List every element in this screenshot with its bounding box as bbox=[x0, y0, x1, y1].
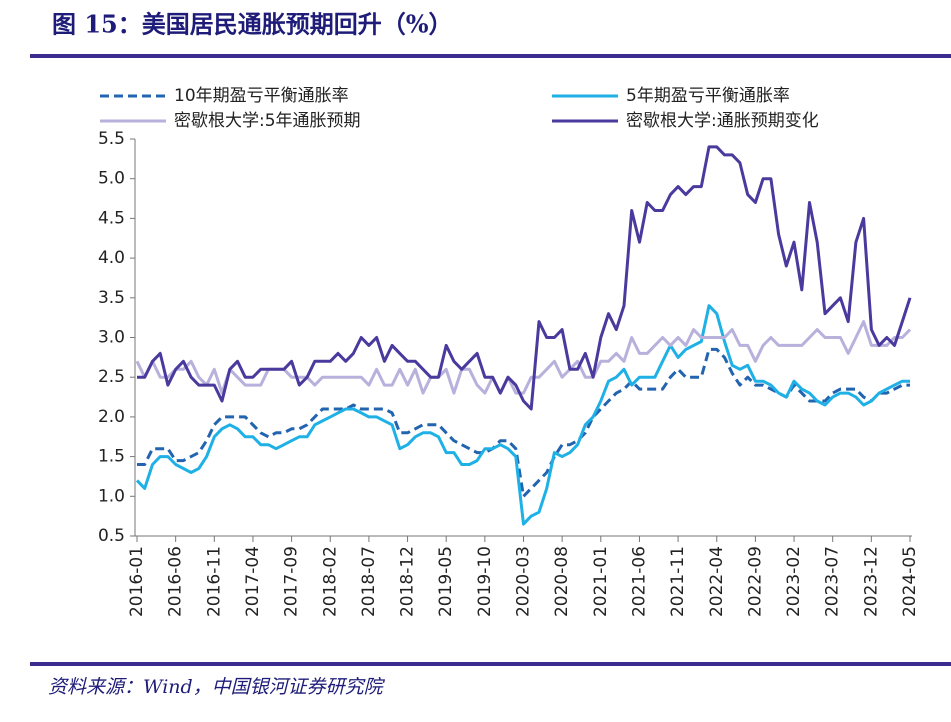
y-tick-label: 3.0 bbox=[98, 328, 125, 348]
y-tick-label: 0.5 bbox=[98, 526, 125, 546]
y-tick-label: 3.5 bbox=[98, 288, 125, 308]
x-tick-label: 2021-01 bbox=[591, 546, 611, 617]
x-tick-label: 2024-05 bbox=[900, 546, 920, 617]
y-tick-label: 2.5 bbox=[98, 367, 125, 387]
y-tick-label: 2.0 bbox=[98, 407, 125, 427]
x-tick-label: 2023-02 bbox=[784, 546, 804, 617]
x-tick-label: 2018-07 bbox=[359, 546, 379, 617]
x-tick-label: 2022-09 bbox=[745, 546, 765, 617]
legend-label: 密歇根大学:5年通胀预期 bbox=[174, 111, 361, 131]
series-line bbox=[137, 145, 912, 411]
x-tick-label: 2018-02 bbox=[320, 546, 340, 617]
x-tick-label: 2021-11 bbox=[668, 546, 688, 617]
x-tick-label: 2016-11 bbox=[204, 546, 224, 617]
x-tick-label: 2019-05 bbox=[436, 546, 456, 617]
source-note: 资料来源：Wind，中国银河证券研究院 bbox=[48, 676, 386, 698]
legend-label: 密歇根大学:通胀预期变化 bbox=[626, 111, 819, 131]
x-tick-label: 2018-12 bbox=[398, 546, 418, 617]
y-tick-label: 4.0 bbox=[98, 248, 125, 268]
x-tick-label: 2017-09 bbox=[282, 546, 302, 617]
x-tick-label: 2021-06 bbox=[629, 546, 649, 617]
legend-label: 5年期盈亏平衡通胀率 bbox=[626, 86, 790, 106]
x-tick-label: 2016-01 bbox=[127, 546, 147, 617]
chart-title: 图 15：美国居民通胀预期回升（%） bbox=[52, 10, 453, 39]
x-tick-label: 2023-07 bbox=[823, 546, 843, 617]
legend-label: 10年期盈亏平衡通胀率 bbox=[174, 86, 349, 106]
y-tick-label: 1.5 bbox=[98, 447, 125, 467]
x-tick-label: 2017-04 bbox=[243, 546, 263, 617]
x-tick-label: 2020-08 bbox=[552, 546, 572, 617]
y-tick-label: 1.0 bbox=[98, 486, 125, 506]
series-line bbox=[135, 304, 910, 526]
x-tick-label: 2022-04 bbox=[707, 546, 727, 617]
x-tick-label: 2023-12 bbox=[861, 546, 881, 617]
y-tick-label: 5.5 bbox=[98, 129, 125, 149]
series-line bbox=[135, 320, 912, 395]
series-line bbox=[137, 347, 910, 498]
x-tick-label: 2016-06 bbox=[166, 546, 186, 617]
y-tick-label: 4.5 bbox=[98, 208, 125, 228]
y-tick-label: 5.0 bbox=[98, 169, 125, 189]
x-tick-label: 2019-10 bbox=[475, 546, 495, 617]
x-tick-label: 2020-03 bbox=[514, 546, 534, 617]
